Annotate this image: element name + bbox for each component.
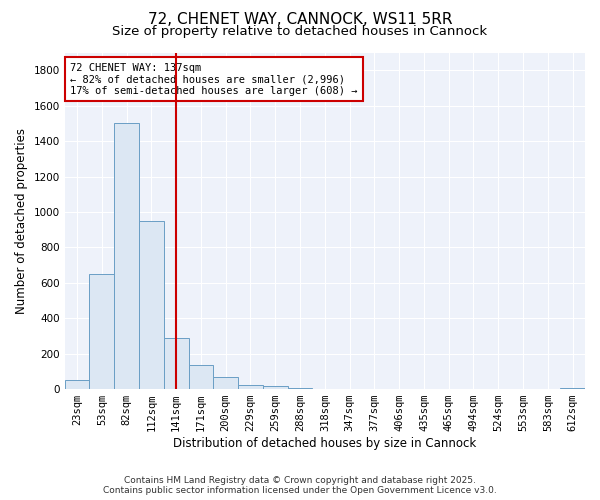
Text: 72 CHENET WAY: 137sqm
← 82% of detached houses are smaller (2,996)
17% of semi-d: 72 CHENET WAY: 137sqm ← 82% of detached … [70,62,358,96]
Text: Size of property relative to detached houses in Cannock: Size of property relative to detached ho… [112,25,488,38]
Bar [214,376,238,389]
Text: 72, CHENET WAY, CANNOCK, WS11 5RR: 72, CHENET WAY, CANNOCK, WS11 5RR [148,12,452,28]
Bar [65,380,89,389]
Bar [114,124,139,389]
Bar [287,388,313,389]
Bar [139,221,164,389]
Bar [238,384,263,389]
Bar [263,386,287,389]
X-axis label: Distribution of detached houses by size in Cannock: Distribution of detached houses by size … [173,437,476,450]
Y-axis label: Number of detached properties: Number of detached properties [15,128,28,314]
Bar [560,388,585,389]
Bar [188,365,214,389]
Bar [89,274,114,389]
Text: Contains HM Land Registry data © Crown copyright and database right 2025.
Contai: Contains HM Land Registry data © Crown c… [103,476,497,495]
Bar [164,338,188,389]
